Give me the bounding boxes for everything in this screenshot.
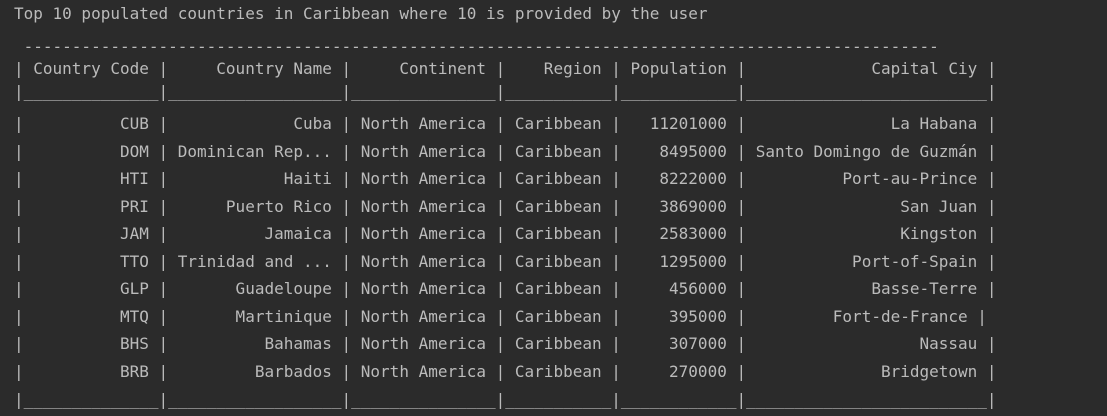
table-row: | TTO | Trinidad and ... | North America… (14, 252, 997, 271)
table-row: | PRI | Puerto Rico | North America | Ca… (14, 197, 997, 216)
table-header-separator: |______________|__________________|_____… (14, 82, 997, 101)
console-heading: Top 10 populated countries in Caribbean … (14, 4, 708, 23)
table-row: | GLP | Guadeloupe | North America | Car… (14, 279, 997, 298)
table-bottom-border: |______________|__________________|_____… (14, 390, 997, 409)
table-row: | CUB | Cuba | North America | Caribbean… (14, 114, 997, 133)
table-top-border: ----------------------------------------… (14, 37, 939, 56)
table-header: | Country Code | Country Name | Continen… (14, 59, 997, 78)
table-row: | MTQ | Martinique | North America | Car… (14, 307, 987, 326)
table-row: | HTI | Haiti | North America | Caribbea… (14, 169, 997, 188)
table-row: | JAM | Jamaica | North America | Caribb… (14, 224, 997, 243)
table-row: | BHS | Bahamas | North America | Caribb… (14, 334, 997, 353)
table-row: | BRB | Barbados | North America | Carib… (14, 362, 997, 381)
table-row: | DOM | Dominican Rep... | North America… (14, 142, 997, 161)
